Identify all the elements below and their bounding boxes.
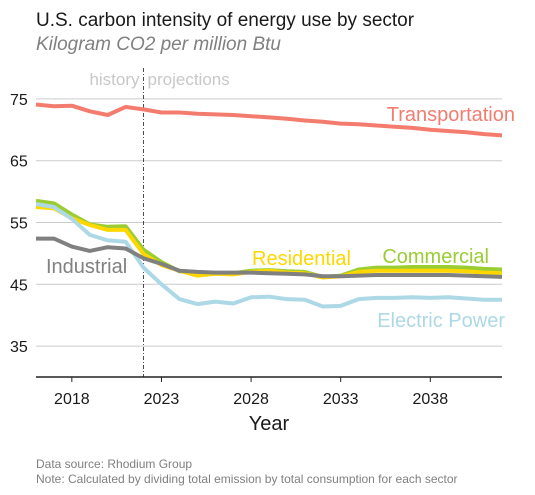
series-label-commercial: Commercial bbox=[382, 246, 489, 268]
series-lines bbox=[35, 102, 503, 309]
x-tick-label: 2023 bbox=[144, 391, 180, 408]
y-tick-label: 45 bbox=[10, 277, 28, 294]
y-axis-ticks: 35 45 55 65 75 bbox=[10, 92, 28, 356]
y-tick-label: 55 bbox=[10, 216, 28, 233]
series-label-electric-power: Electric Power bbox=[377, 310, 505, 332]
calculation-note: Note: Calculated by dividing total emiss… bbox=[36, 472, 458, 486]
series-labels: Transportation Residential Commercial El… bbox=[46, 104, 515, 332]
era-label-projections: projections bbox=[148, 70, 230, 89]
series-label-residential: Residential bbox=[252, 248, 351, 270]
series-line-transportation bbox=[35, 102, 503, 138]
y-tick-label: 35 bbox=[10, 339, 28, 356]
x-axis-label: Year bbox=[249, 413, 290, 435]
era-label-history: history bbox=[89, 70, 140, 89]
x-axis-ticks: 2018 2023 2028 2033 2038 bbox=[54, 377, 448, 408]
series-line-residential bbox=[35, 205, 503, 280]
x-tick-label: 2038 bbox=[413, 391, 449, 408]
x-tick-label: 2018 bbox=[54, 391, 90, 408]
y-tick-label: 65 bbox=[10, 154, 28, 171]
data-source-note: Data source: Rhodium Group bbox=[36, 457, 192, 471]
y-tick-label: 75 bbox=[10, 92, 28, 109]
chart-title: U.S. carbon intensity of energy use by s… bbox=[36, 10, 415, 31]
series-label-transportation: Transportation bbox=[387, 104, 515, 126]
gridlines bbox=[36, 98, 502, 347]
series-line-electric-power bbox=[35, 202, 502, 309]
series-line-industrial bbox=[36, 236, 503, 279]
x-tick-label: 2033 bbox=[323, 391, 359, 408]
x-tick-label: 2028 bbox=[233, 391, 269, 408]
series-label-industrial: Industrial bbox=[46, 256, 127, 278]
chart-subtitle: Kilogram CO2 per million Btu bbox=[36, 34, 281, 55]
